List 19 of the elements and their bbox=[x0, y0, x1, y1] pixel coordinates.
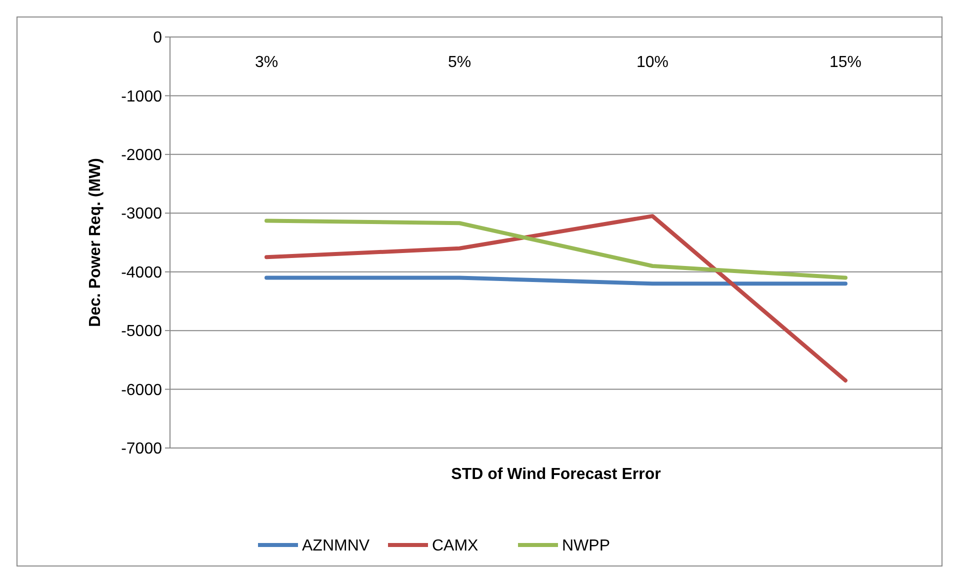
y-tick-label: -4000 bbox=[121, 264, 162, 282]
y-tick-label: -3000 bbox=[121, 206, 162, 223]
x-tick-label: 3% bbox=[254, 54, 278, 71]
y-tick-label: 0 bbox=[153, 30, 162, 47]
x-tick-label: 15% bbox=[829, 54, 862, 71]
y-axis-title: Dec. Power Req. (MW) bbox=[87, 158, 104, 327]
y-tick-label: -7000 bbox=[121, 440, 162, 458]
x-axis-title: STD of Wind Forecast Error bbox=[451, 466, 661, 483]
y-tick-label: -5000 bbox=[121, 323, 162, 340]
line-series bbox=[264, 214, 848, 382]
legend-label: CAMX bbox=[432, 538, 479, 555]
line-series bbox=[264, 218, 848, 280]
y-tick-label: -6000 bbox=[121, 382, 162, 399]
x-tick-label: 5% bbox=[448, 54, 472, 71]
legend-label: NWPP bbox=[562, 538, 610, 555]
y-tick-label: -1000 bbox=[121, 88, 162, 106]
legend-label: AZNMNV bbox=[302, 538, 370, 555]
y-tick-label: -2000 bbox=[121, 147, 162, 164]
x-tick-label: 10% bbox=[636, 54, 669, 71]
